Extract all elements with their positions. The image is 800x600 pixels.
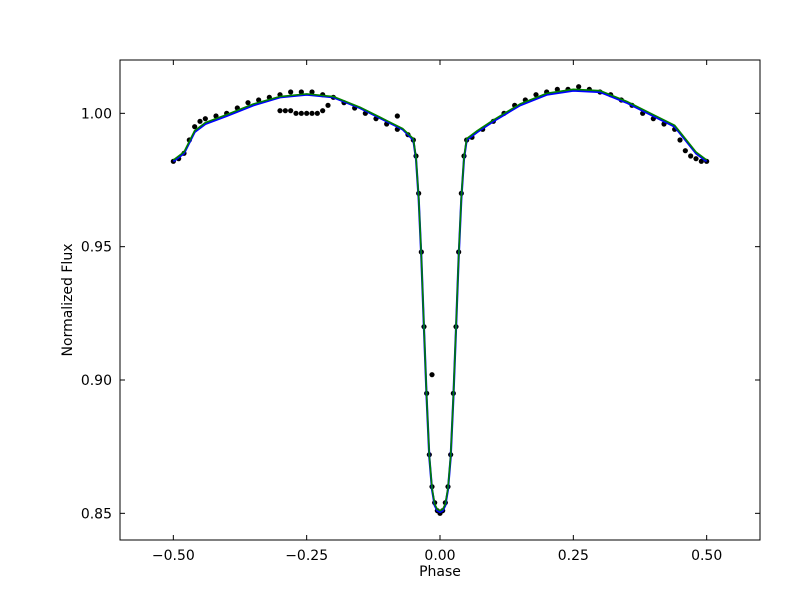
data-point xyxy=(309,110,315,116)
model-line-green xyxy=(172,88,708,512)
data-point xyxy=(533,92,539,98)
data-point xyxy=(554,86,560,92)
y-tick-label: 0.90 xyxy=(81,373,112,389)
data-points-group-1 xyxy=(277,102,435,378)
x-tick-label: −0.50 xyxy=(152,548,195,564)
plot-area xyxy=(120,60,760,540)
data-point xyxy=(202,116,208,122)
data-point xyxy=(293,110,299,116)
data-point xyxy=(688,153,694,159)
x-tick-label: 0.00 xyxy=(424,548,455,564)
data-point xyxy=(325,102,331,108)
data-point xyxy=(288,108,294,114)
data-point xyxy=(197,118,203,124)
data-point xyxy=(394,113,400,119)
x-axis-ticks: −0.50 −0.25 0.00 0.25 0.50 xyxy=(152,60,722,564)
data-point xyxy=(304,110,310,116)
data-point xyxy=(282,108,288,114)
x-tick-label: 0.25 xyxy=(558,548,589,564)
data-point xyxy=(256,97,262,103)
y-axis-ticks: 0.85 0.90 0.95 1.00 xyxy=(81,106,760,522)
y-axis-title: Normalized Flux xyxy=(60,244,76,357)
series-layer xyxy=(170,84,710,516)
data-point xyxy=(192,124,198,130)
data-point xyxy=(682,148,688,154)
x-tick-label: 0.50 xyxy=(691,548,722,564)
data-point xyxy=(698,158,704,164)
data-point xyxy=(576,84,582,90)
y-tick-label: 0.95 xyxy=(81,240,112,256)
data-point xyxy=(677,137,683,143)
data-point xyxy=(298,110,304,116)
y-tick-label: 0.85 xyxy=(81,506,112,522)
data-point xyxy=(288,89,294,95)
x-axis-title: Phase xyxy=(419,564,461,580)
data-point xyxy=(320,108,326,114)
data-point xyxy=(245,100,251,106)
x-tick-label: −0.25 xyxy=(285,548,328,564)
data-point xyxy=(277,108,283,114)
data-point xyxy=(213,113,219,119)
data-point xyxy=(429,372,435,378)
data-point xyxy=(309,89,315,95)
data-point xyxy=(693,156,699,162)
y-tick-label: 1.00 xyxy=(81,106,112,122)
data-point xyxy=(298,89,304,95)
data-point xyxy=(314,110,320,116)
